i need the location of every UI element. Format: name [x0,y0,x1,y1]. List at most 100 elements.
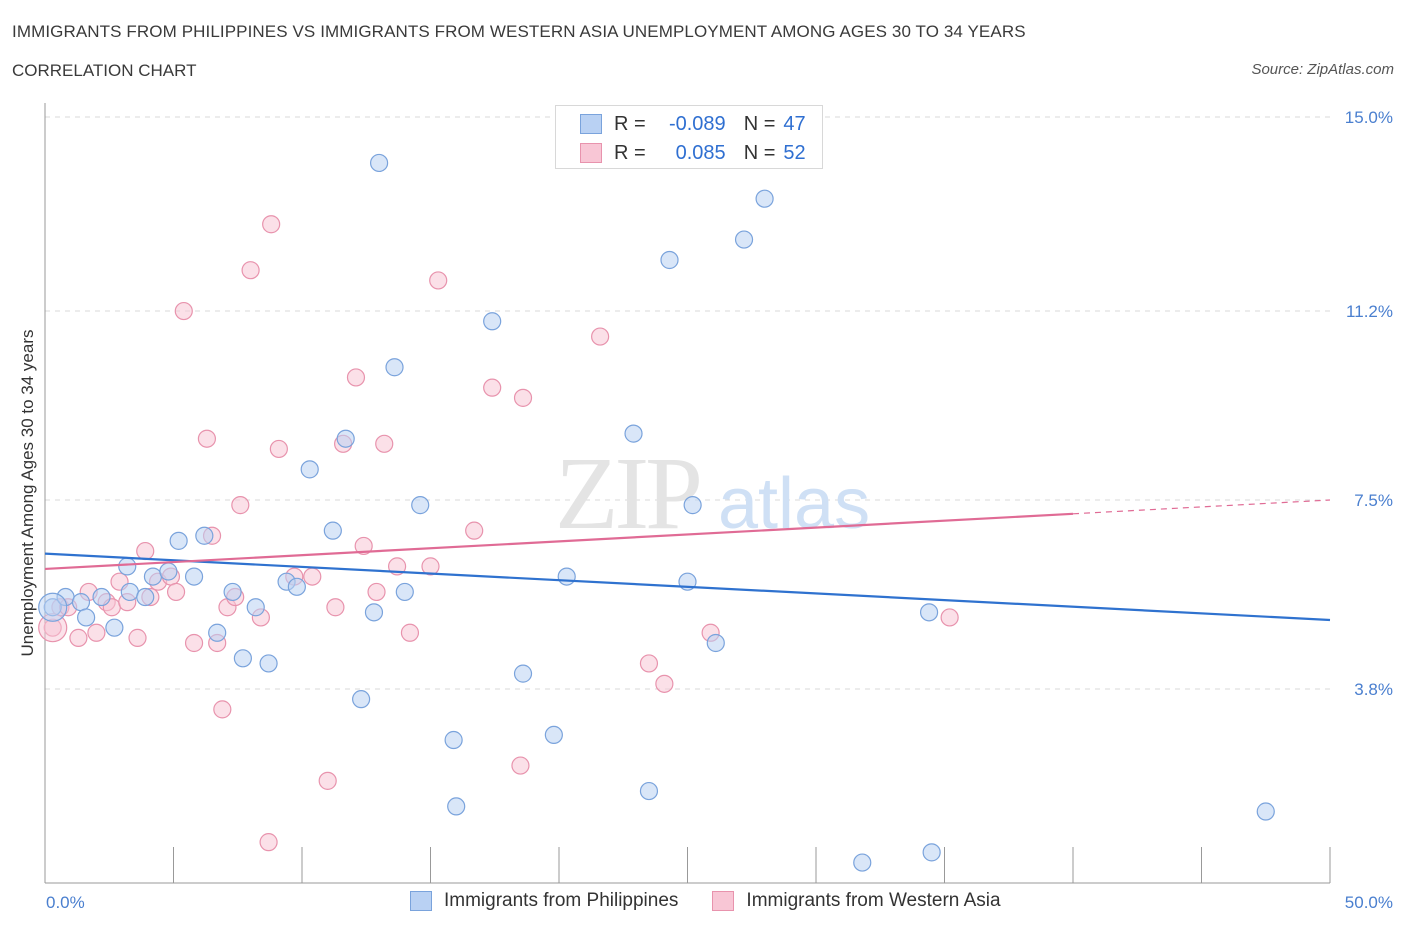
point-philippines [919,603,939,622]
point-philippines [639,781,659,801]
point-philippines [706,633,725,653]
point-western-asia [184,633,204,653]
point-western-asia [375,434,394,453]
point-philippines [922,843,941,862]
trend-line-philippines [44,552,1331,622]
series-western-asia-points [38,215,959,852]
point-western-asia [87,623,106,642]
legend-row-philippines: R = -0.089 N = 47 [580,112,806,136]
point-western-asia [259,833,278,852]
point-western-asia [303,567,322,586]
point-western-asia [429,271,448,290]
point-western-asia [136,541,155,561]
chart-title: IMMIGRANTS FROM PHILIPPINES VS IMMIGRANT… [12,22,1026,41]
point-philippines [385,358,404,377]
trend-line-western-asia-extension [1072,499,1331,515]
point-philippines [513,664,533,683]
point-western-asia [655,674,674,693]
chart-subtitle: CORRELATION CHART [12,61,197,80]
point-philippines [370,153,389,173]
point-western-asia [354,536,373,556]
point-philippines [734,230,754,249]
point-philippines-cluster [38,592,68,622]
point-philippines [1256,802,1275,821]
y-tick-labels: 3.8% 7.5% 11.2% 15.0% [1345,108,1393,699]
point-western-asia [213,700,232,719]
legend-r-label: R = [614,112,646,135]
x-tick-label: 0.0% [46,893,85,912]
point-western-asia [197,429,217,448]
correlation-legend: R = -0.089 N = 47 R = 0.085 N = 52 [555,105,823,169]
point-western-asia [128,628,147,647]
y-tick-label: 3.8% [1354,680,1393,699]
point-philippines [660,250,679,270]
point-philippines [136,587,155,607]
legend-label-western-asia: Immigrants from Western Asia [746,890,1001,911]
point-philippines [364,603,384,622]
y-tick-label: 7.5% [1354,491,1393,510]
point-western-asia [174,301,193,321]
point-western-asia [367,582,386,602]
legend-n-label: N = [743,141,776,164]
legend-label-philippines: Immigrants from Philippines [444,890,679,911]
point-western-asia [513,388,533,407]
point-western-asia [231,496,250,515]
point-philippines [624,424,643,443]
point-philippines [323,521,342,540]
point-western-asia [69,628,88,647]
point-western-asia [346,368,366,387]
legend-n-value: 52 [783,141,806,164]
point-western-asia [241,261,260,280]
legend-n-value: 47 [783,112,806,135]
point-western-asia [639,654,659,673]
point-philippines [195,526,214,545]
point-philippines [259,654,278,673]
point-western-asia [940,608,959,627]
point-western-asia [421,557,440,576]
point-western-asia [326,598,345,617]
point-western-asia [483,378,502,397]
x-tick-labels: 0.0% 50.0% [46,893,1393,912]
point-western-asia [166,582,186,602]
x-tick-label: 50.0% [1345,893,1393,912]
point-philippines [336,429,355,448]
point-philippines [483,312,502,331]
legend-swatch-pink [580,143,602,163]
point-philippines [544,725,563,745]
point-philippines [853,853,872,872]
point-philippines [395,582,414,602]
point-philippines [159,562,178,581]
trend-lines [44,499,1331,622]
point-philippines [683,496,702,515]
y-axis-label: Unemployment Among Ages 30 to 34 years [18,330,37,657]
legend-swatch-pink [712,891,735,911]
point-philippines [246,598,265,617]
watermark-zip: ZIP [555,436,699,551]
trend-line-western-asia [44,512,1074,571]
legend-r-value: 0.085 [675,141,726,164]
point-philippines [444,730,463,750]
point-philippines [120,582,139,602]
source-note: Source: ZipAtlas.com [1251,61,1394,78]
point-philippines [411,496,430,515]
legend-swatch-blue [580,114,602,134]
point-philippines [169,531,188,550]
point-western-asia [269,439,288,459]
legend-item-philippines: Immigrants from Philippines [410,890,678,912]
legend-r-label: R = [614,141,646,164]
point-western-asia [318,771,337,790]
point-philippines [143,567,163,586]
point-philippines [92,587,111,607]
point-western-asia [400,623,420,642]
point-philippines [300,460,319,479]
point-philippines [233,649,252,668]
legend-n-label: N = [743,112,776,135]
legend-swatch-blue [410,891,432,911]
point-philippines [352,690,371,709]
legend-row-western-asia: R = 0.085 N = 52 [580,141,806,165]
point-philippines [118,557,137,576]
point-philippines [184,567,204,586]
point-philippines [287,577,306,596]
legend-r-value: -0.089 [668,112,726,135]
